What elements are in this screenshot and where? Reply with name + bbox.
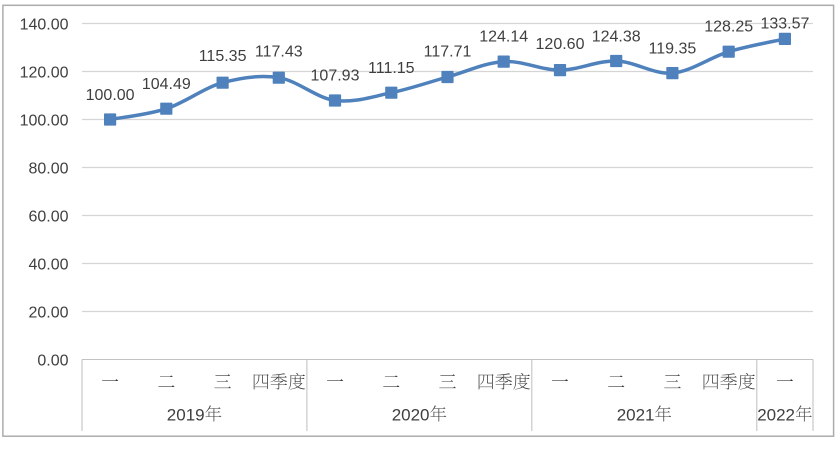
svg-text:117.43: 117.43 <box>255 44 303 61</box>
svg-text:2022: 2022 <box>757 405 795 424</box>
svg-text:0.00: 0.00 <box>37 352 68 369</box>
svg-text:2019: 2019 <box>167 405 205 424</box>
svg-text:111.15: 111.15 <box>368 60 415 77</box>
svg-text:120.60: 120.60 <box>536 36 585 53</box>
svg-text:119.35: 119.35 <box>649 40 697 57</box>
svg-text:80.00: 80.00 <box>28 160 68 177</box>
svg-text:124.14: 124.14 <box>479 28 528 45</box>
svg-text:107.93: 107.93 <box>311 67 360 84</box>
svg-text:2020: 2020 <box>392 405 430 424</box>
svg-text:128.25: 128.25 <box>704 19 753 36</box>
svg-text:133.57: 133.57 <box>760 15 809 32</box>
svg-text:140.00: 140.00 <box>20 16 69 33</box>
svg-text:20.00: 20.00 <box>28 304 68 321</box>
svg-text:117.71: 117.71 <box>424 43 472 60</box>
svg-text:120.00: 120.00 <box>20 64 69 81</box>
svg-text:100.00: 100.00 <box>20 112 69 129</box>
svg-text:115.35: 115.35 <box>199 48 247 65</box>
svg-text:40.00: 40.00 <box>28 256 68 273</box>
svg-text:2021: 2021 <box>617 405 655 424</box>
svg-text:104.49: 104.49 <box>142 76 191 93</box>
svg-text:124.38: 124.38 <box>592 28 641 45</box>
svg-text:100.00: 100.00 <box>86 87 135 104</box>
svg-text:60.00: 60.00 <box>28 208 68 225</box>
